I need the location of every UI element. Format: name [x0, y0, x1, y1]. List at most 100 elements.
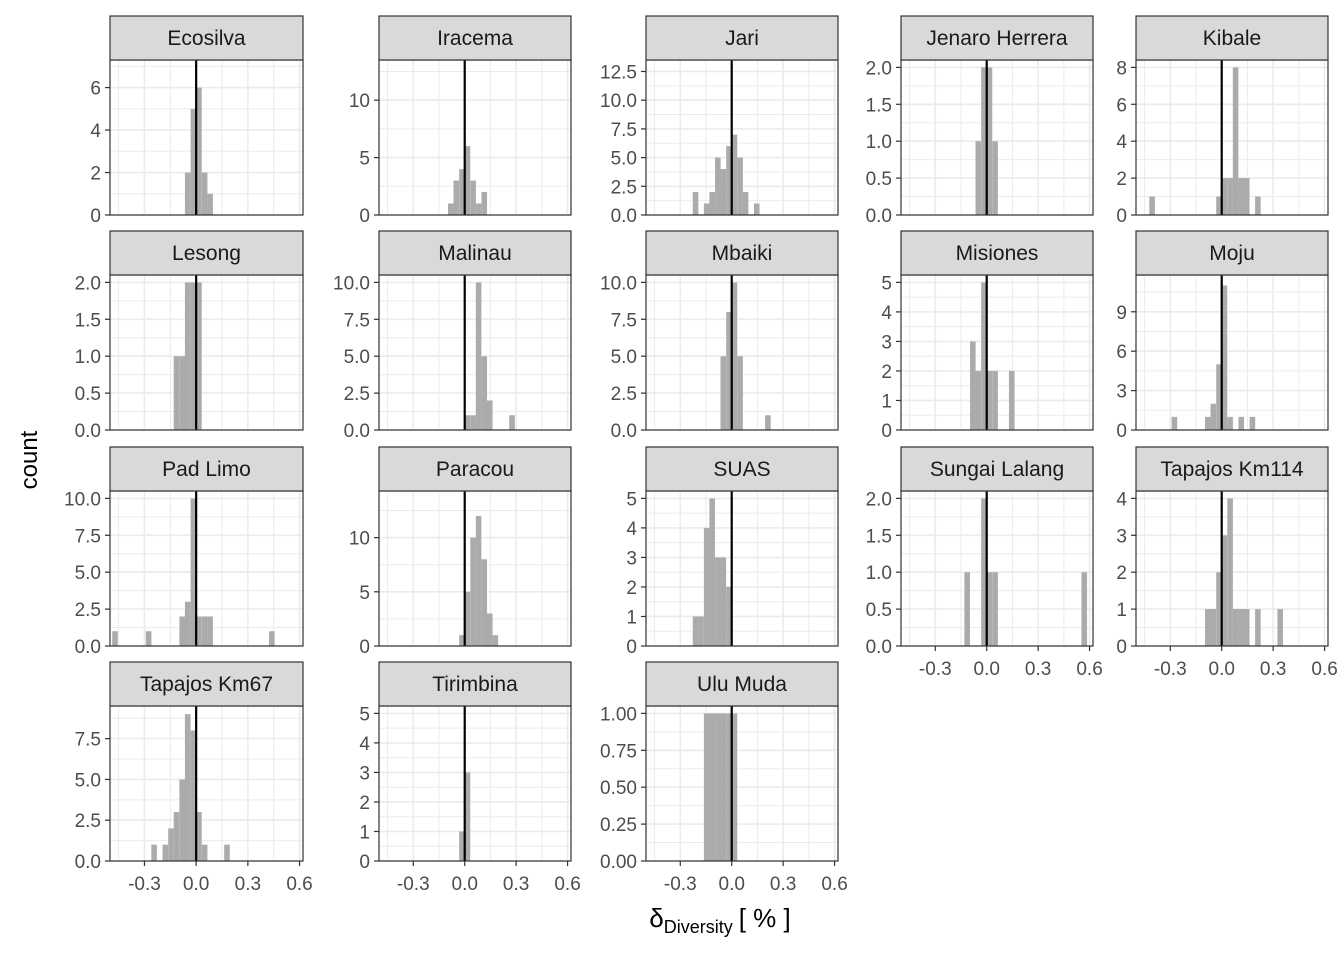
y-tick-label: 0: [1116, 637, 1127, 658]
y-tick-label: 1: [359, 822, 370, 843]
y-tick-label: 7.5: [344, 310, 370, 331]
facet-strip-label: Jari: [725, 27, 759, 50]
y-tick-label: 4: [881, 303, 892, 324]
histogram-bar: [145, 631, 152, 646]
y-tick-label: 3: [881, 332, 892, 353]
y-tick-label: 1.0: [75, 347, 101, 368]
histogram-bar: [207, 193, 213, 215]
histogram-bar: [720, 557, 727, 646]
y-tick-label: 0.0: [866, 206, 892, 227]
histogram-bar: [726, 311, 732, 430]
facet-panel-paracou: Paracou 0 5 10: [349, 446, 572, 658]
histogram-bar: [731, 713, 738, 861]
facet-panel-malinau: Malinau 0.0 2.5 5.0 7.5 10.0: [333, 230, 572, 442]
y-tick-label: 1.00: [600, 704, 637, 725]
x-tick-label: 0.3: [235, 874, 261, 895]
histogram-bar: [184, 601, 191, 646]
y-tick-label: 6: [1116, 95, 1127, 116]
y-tick-label: 0: [1116, 421, 1127, 442]
y-tick-label: 2.5: [611, 384, 637, 405]
x-tick-label: 0.6: [821, 874, 847, 895]
histogram-bar: [173, 356, 180, 430]
x-tick-label: 0.6: [286, 874, 312, 895]
histogram-bar: [1277, 609, 1283, 646]
histogram-bar: [692, 616, 699, 646]
histogram-bar: [981, 67, 987, 215]
histogram-bar: [459, 169, 465, 215]
y-tick-label: 3: [1116, 382, 1127, 403]
y-tick-label: 0.0: [75, 852, 101, 873]
x-tick-label: 0.3: [770, 874, 796, 895]
x-tick-label: -0.3: [397, 874, 430, 895]
histogram-bar: [715, 713, 721, 861]
facet-strip-label: Sungai Lalang: [930, 458, 1064, 481]
histogram-bar: [1232, 67, 1239, 215]
y-tick-label: 1: [881, 391, 892, 412]
histogram-bar: [986, 572, 993, 646]
y-tick-label: 0.0: [866, 637, 892, 658]
y-tick-label: 10.0: [600, 91, 637, 112]
histogram-bar: [1008, 370, 1015, 430]
y-tick-label: 2.0: [866, 489, 892, 510]
facet-strip-label: Ulu Muda: [697, 673, 787, 696]
histogram-bar: [981, 498, 987, 646]
histogram-bar: [453, 180, 460, 215]
histogram-bar: [464, 146, 471, 215]
y-tick-label: 0: [626, 637, 637, 658]
histogram-bar: [481, 559, 488, 646]
y-tick-label: 2.5: [344, 384, 370, 405]
histogram-bar: [464, 772, 471, 861]
y-tick-label: 0.0: [75, 637, 101, 658]
y-tick-label: 0.50: [600, 778, 637, 799]
histogram-bar: [464, 415, 471, 430]
y-tick-label: 6: [1116, 342, 1127, 363]
y-tick-label: 4: [626, 519, 637, 540]
y-tick-label: 4: [1116, 489, 1127, 510]
histogram-bar: [201, 172, 208, 215]
histogram-bar: [703, 203, 710, 215]
y-tick-label: 4: [90, 121, 101, 142]
y-tick-label: 0.0: [611, 421, 637, 442]
facet-strip: [1135, 15, 1329, 61]
histogram-bar: [1227, 416, 1233, 430]
facet-strip-label: Mbaiki: [712, 242, 773, 265]
x-tick-label: -0.3: [664, 874, 697, 895]
histogram-bar: [475, 282, 482, 430]
facet-panel-pad-limo: Pad Limo 0.0 2.5 5.0 7.5 10.0: [64, 446, 304, 658]
histogram-bar: [190, 498, 197, 646]
histogram-bar: [731, 134, 738, 215]
histogram-bar: [201, 844, 208, 861]
histogram-bar: [475, 203, 482, 215]
x-tick-label: 0.0: [974, 659, 1000, 680]
histogram-bar: [726, 586, 732, 646]
facet-strip-label: Tapajos Km67: [140, 673, 273, 696]
histogram-bar: [715, 157, 721, 215]
histogram-bar: [1221, 178, 1228, 215]
y-tick-label: 2.5: [611, 177, 637, 198]
facet-panel-kibale: Kibale 0 2 4 6 8: [1116, 15, 1329, 227]
y-tick-label: 10: [349, 529, 370, 550]
histogram-bar: [207, 616, 213, 646]
facet-panel-ecosilva: Ecosilva 0 2 4 6: [90, 15, 304, 227]
histogram-bar: [726, 713, 732, 861]
facet-strip-label: Misiones: [956, 242, 1039, 265]
facet-strip: [109, 230, 304, 276]
x-axis-label-unit: [ % ]: [739, 903, 791, 933]
histogram-bar: [1255, 196, 1261, 215]
histogram-bar: [692, 192, 699, 215]
y-tick-label: 5.0: [75, 770, 101, 791]
y-tick-label: 1.0: [866, 132, 892, 153]
y-tick-label: 0.25: [600, 815, 637, 836]
histogram-bar: [992, 141, 998, 215]
histogram-bar: [184, 172, 191, 215]
y-tick-label: 9: [1116, 303, 1127, 324]
y-tick-label: 5.0: [344, 347, 370, 368]
histogram-bar: [486, 400, 493, 430]
histogram-bar: [1243, 609, 1250, 646]
y-tick-label: 4: [1116, 132, 1127, 153]
y-tick-label: 5.0: [75, 563, 101, 584]
histogram-bar: [737, 157, 743, 215]
histogram-bar: [992, 572, 998, 646]
facet-panels: Ecosilva0246Iracema0510Jari0.02.55.07.51…: [64, 15, 1338, 895]
y-tick-label: 1: [626, 607, 637, 628]
